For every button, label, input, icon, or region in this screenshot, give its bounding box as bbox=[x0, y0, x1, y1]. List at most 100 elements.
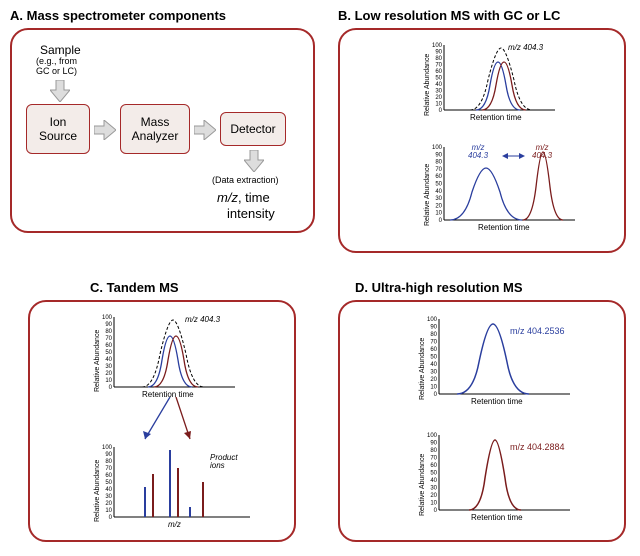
b-top-ylabel: Relative Abundance bbox=[424, 46, 431, 116]
svg-text:20: 20 bbox=[430, 493, 437, 499]
svg-text:30: 30 bbox=[435, 196, 442, 202]
c-bottom-chart: 01020 304050 607080 90100 Relative Abund… bbox=[90, 442, 255, 532]
svg-text:100: 100 bbox=[427, 433, 438, 439]
svg-text:10: 10 bbox=[105, 378, 112, 384]
svg-text:100: 100 bbox=[427, 317, 438, 323]
svg-text:30: 30 bbox=[105, 494, 112, 500]
c-top-peak-label: m/z 404.3 bbox=[185, 315, 220, 324]
svg-text:40: 40 bbox=[105, 487, 112, 493]
svg-text:10: 10 bbox=[430, 501, 437, 507]
b-bot-blue-label: m/z 404.3 bbox=[468, 144, 488, 160]
svg-text:70: 70 bbox=[430, 340, 437, 346]
svg-text:80: 80 bbox=[435, 56, 442, 62]
svg-text:100: 100 bbox=[432, 145, 443, 151]
svg-text:90: 90 bbox=[435, 152, 442, 158]
svg-text:0: 0 bbox=[434, 392, 438, 398]
c-bot-product-label: Product ions bbox=[210, 454, 238, 470]
d-bot-xlabel: Retention time bbox=[471, 513, 523, 522]
data-extraction-label: (Data extraction) bbox=[212, 175, 279, 185]
svg-text:30: 30 bbox=[105, 364, 112, 370]
sample-sublabel: (e.g., from GC or LC) bbox=[36, 57, 77, 77]
svg-text:60: 60 bbox=[435, 69, 442, 75]
svg-text:20: 20 bbox=[435, 95, 442, 101]
svg-text:0: 0 bbox=[439, 108, 443, 114]
svg-text:50: 50 bbox=[435, 76, 442, 82]
svg-text:80: 80 bbox=[105, 459, 112, 465]
svg-text:70: 70 bbox=[105, 336, 112, 342]
svg-text:70: 70 bbox=[435, 63, 442, 69]
b-top-xlabel: Retention time bbox=[470, 113, 522, 122]
c-top-chart: 01020 304050 607080 90100 Relative Abund… bbox=[90, 312, 240, 402]
d-top-chart: 01020 304050 607080 90100 Relative Abund… bbox=[415, 314, 575, 409]
c-bot-ylabel: Relative Abundance bbox=[94, 447, 101, 522]
svg-text:0: 0 bbox=[434, 508, 438, 514]
panel-d-title: D. Ultra-high resolution MS bbox=[355, 280, 523, 295]
panel-d: 01020 304050 607080 90100 Relative Abund… bbox=[338, 300, 626, 542]
panel-a-title: A. Mass spectrometer components bbox=[10, 8, 226, 23]
arrow-right-1 bbox=[94, 120, 116, 140]
svg-text:50: 50 bbox=[105, 350, 112, 356]
b-top-peak-label: m/z 404.3 bbox=[508, 43, 543, 52]
svg-text:70: 70 bbox=[430, 456, 437, 462]
svg-text:80: 80 bbox=[430, 332, 437, 338]
output-intensity-label: intensity bbox=[227, 206, 275, 221]
b-bottom-chart: 01020 304050 607080 90100 Relative Abund… bbox=[420, 142, 580, 237]
svg-text:60: 60 bbox=[430, 463, 437, 469]
d-bot-ylabel: Relative Abundance bbox=[419, 436, 426, 516]
output-mz-label: m/z, time bbox=[217, 190, 270, 205]
arrow-down-2 bbox=[244, 150, 264, 172]
svg-text:80: 80 bbox=[435, 160, 442, 166]
svg-text:50: 50 bbox=[430, 355, 437, 361]
panel-b: 01020 304050 607080 90100 Relative Abund… bbox=[338, 28, 626, 253]
c-top-ylabel: Relative Abundance bbox=[94, 317, 101, 392]
d-bottom-chart: 01020 304050 607080 90100 Relative Abund… bbox=[415, 430, 575, 525]
svg-text:90: 90 bbox=[430, 325, 437, 331]
svg-text:60: 60 bbox=[435, 174, 442, 180]
b-top-chart: 01020 304050 607080 90100 Relative Abund… bbox=[420, 40, 560, 125]
svg-text:40: 40 bbox=[435, 189, 442, 195]
c-bot-xlabel: m/z bbox=[168, 520, 181, 529]
svg-text:50: 50 bbox=[105, 480, 112, 486]
panel-a: Sample (e.g., from GC or LC) Ion Source … bbox=[10, 28, 315, 233]
svg-text:20: 20 bbox=[435, 203, 442, 209]
svg-text:60: 60 bbox=[430, 347, 437, 353]
svg-text:40: 40 bbox=[430, 362, 437, 368]
svg-text:10: 10 bbox=[435, 211, 442, 217]
d-top-peak-label: m/z 404.2536 bbox=[510, 326, 565, 336]
svg-text:60: 60 bbox=[105, 473, 112, 479]
svg-text:100: 100 bbox=[102, 445, 113, 451]
detector-box: Detector bbox=[220, 112, 286, 146]
svg-text:60: 60 bbox=[105, 343, 112, 349]
arrow-down-1 bbox=[50, 80, 70, 102]
svg-text:90: 90 bbox=[105, 322, 112, 328]
yticks: 01020 304050 607080 90100 bbox=[432, 43, 443, 114]
b-bot-ylabel: Relative Abundance bbox=[424, 148, 431, 226]
svg-text:50: 50 bbox=[430, 471, 437, 477]
svg-text:90: 90 bbox=[430, 441, 437, 447]
svg-text:20: 20 bbox=[430, 377, 437, 383]
mass-analyzer-box: Mass Analyzer bbox=[120, 104, 190, 154]
svg-text:10: 10 bbox=[105, 508, 112, 514]
panel-b-title: B. Low resolution MS with GC or LC bbox=[338, 8, 560, 23]
ion-source-box: Ion Source bbox=[26, 104, 90, 154]
svg-text:80: 80 bbox=[430, 448, 437, 454]
d-bot-peak-label: m/z 404.2884 bbox=[510, 442, 565, 452]
svg-text:30: 30 bbox=[430, 486, 437, 492]
svg-text:30: 30 bbox=[435, 89, 442, 95]
panel-c: 01020 304050 607080 90100 Relative Abund… bbox=[28, 300, 296, 542]
svg-text:10: 10 bbox=[435, 102, 442, 108]
svg-text:100: 100 bbox=[432, 43, 443, 49]
svg-text:30: 30 bbox=[430, 370, 437, 376]
svg-text:70: 70 bbox=[435, 167, 442, 173]
svg-text:20: 20 bbox=[105, 371, 112, 377]
sample-label: Sample bbox=[40, 43, 81, 57]
svg-text:20: 20 bbox=[105, 501, 112, 507]
svg-text:80: 80 bbox=[105, 329, 112, 335]
b-bot-red-label: m/z 404.3 bbox=[532, 144, 552, 160]
svg-text:90: 90 bbox=[105, 452, 112, 458]
arrow-right-2 bbox=[194, 120, 216, 140]
svg-text:0: 0 bbox=[439, 218, 443, 224]
svg-text:10: 10 bbox=[430, 385, 437, 391]
panel-c-title: C. Tandem MS bbox=[90, 280, 179, 295]
svg-text:70: 70 bbox=[105, 466, 112, 472]
